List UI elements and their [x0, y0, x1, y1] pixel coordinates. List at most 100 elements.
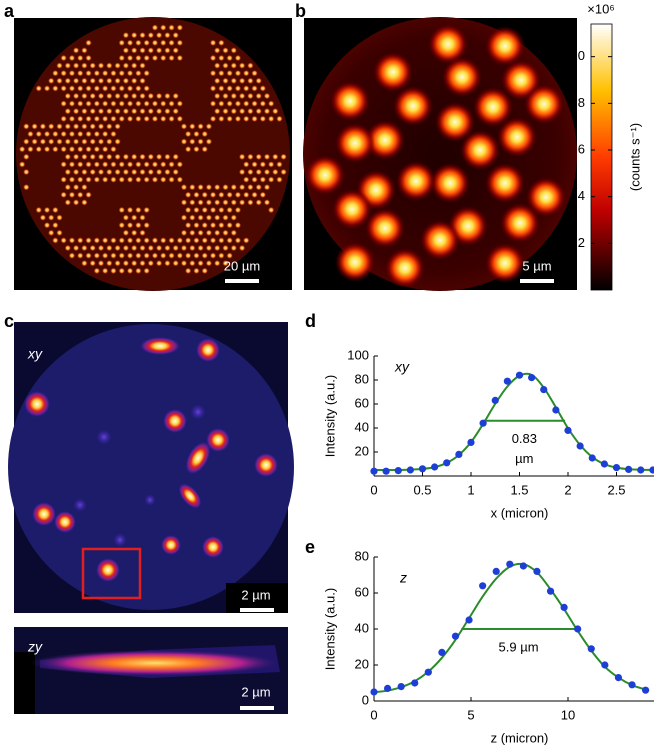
image-c-field [8, 324, 294, 610]
image-dot [68, 161, 76, 168]
image-dot [143, 237, 150, 244]
scale-bar-label: 2 µm [241, 587, 270, 602]
image-dot [97, 260, 105, 267]
image-dot [85, 146, 92, 153]
image-dot [60, 54, 67, 62]
image-dot [238, 108, 246, 115]
image-dot [209, 222, 217, 229]
data-point [540, 386, 548, 394]
image-spot-faint [190, 404, 206, 420]
image-dot [247, 108, 254, 115]
image-dot [139, 62, 146, 69]
image-dot [209, 54, 217, 62]
image-dot [226, 206, 233, 214]
image-spot [500, 203, 540, 243]
image-dot [247, 77, 254, 85]
image-dot [106, 77, 113, 85]
image-dot [77, 85, 84, 92]
image-dot [101, 267, 109, 274]
x-tick-label: 0.5 [413, 482, 431, 497]
image-dot [139, 77, 146, 85]
image-dot [43, 130, 51, 138]
image-spot [373, 52, 413, 92]
image-dot [31, 123, 38, 130]
image-dot [230, 62, 237, 69]
image-dot [64, 123, 72, 130]
image-dot [68, 191, 76, 198]
image-dot [89, 108, 96, 115]
image-dot [214, 199, 221, 206]
data-point [515, 371, 524, 379]
image-dot [72, 47, 80, 54]
image-dot [118, 252, 125, 259]
image-dot [222, 47, 229, 54]
image-dot [97, 123, 105, 130]
image-dot [126, 206, 134, 214]
image-dot [60, 130, 67, 138]
data-point [576, 442, 584, 450]
image-dot [60, 176, 67, 183]
image-dot [247, 199, 254, 206]
image-dot [155, 260, 163, 267]
image-dot [201, 252, 208, 259]
image-dot [247, 168, 254, 176]
y-tick-label: 80 [355, 371, 369, 386]
image-dot [259, 191, 267, 198]
x-tick-label: 10 [561, 707, 575, 722]
image-dot [197, 260, 204, 267]
image-dot [209, 206, 217, 214]
x-tick-label: 0 [370, 707, 377, 722]
image-dot [81, 199, 88, 206]
image-spot [178, 483, 202, 509]
image-dot [72, 168, 80, 176]
image-c-spots [24, 337, 278, 582]
image-dot [147, 244, 154, 252]
image-dot [60, 161, 67, 168]
image-dot [52, 70, 59, 77]
x-tick-label: 2.5 [607, 482, 625, 497]
image-dot [160, 100, 167, 107]
image-dot [230, 214, 237, 221]
image-dot [118, 267, 125, 274]
image-dot [226, 54, 233, 62]
image-dot [226, 252, 233, 259]
image-dot [93, 146, 101, 153]
image-dot [118, 222, 125, 229]
image-dot [238, 244, 246, 252]
image-dot [209, 252, 217, 259]
image-dot [110, 146, 117, 153]
image-dot [147, 260, 154, 267]
image-dot [176, 161, 184, 168]
image-dot [43, 222, 51, 229]
image-dot [101, 176, 109, 183]
x-tick-label: 5 [467, 707, 474, 722]
image-dot [122, 108, 130, 115]
image-dot [106, 168, 113, 176]
image-dot [267, 100, 275, 107]
image-dot [135, 70, 142, 77]
image-dot [189, 184, 196, 191]
image-dot [126, 161, 134, 168]
image-dot [135, 100, 142, 107]
y-axis-label: Intensity (a.u.) [322, 375, 337, 457]
image-dot [106, 123, 113, 130]
image-dot [81, 92, 88, 100]
image-dot [226, 222, 233, 229]
image-dot [89, 77, 96, 85]
image-dot [122, 153, 130, 160]
image-dot [77, 237, 84, 244]
image-dot [56, 123, 63, 130]
image-dot [135, 115, 142, 123]
image-dot [68, 252, 76, 259]
image-dot [180, 214, 188, 221]
image-dot [160, 39, 167, 46]
image-dot [247, 184, 254, 191]
image-dot [60, 70, 67, 77]
image-dot [172, 108, 179, 115]
image-dot [131, 214, 138, 221]
image-dot [60, 85, 67, 92]
image-spot [330, 81, 370, 121]
image-dot [97, 77, 105, 85]
image-dot [56, 138, 63, 145]
